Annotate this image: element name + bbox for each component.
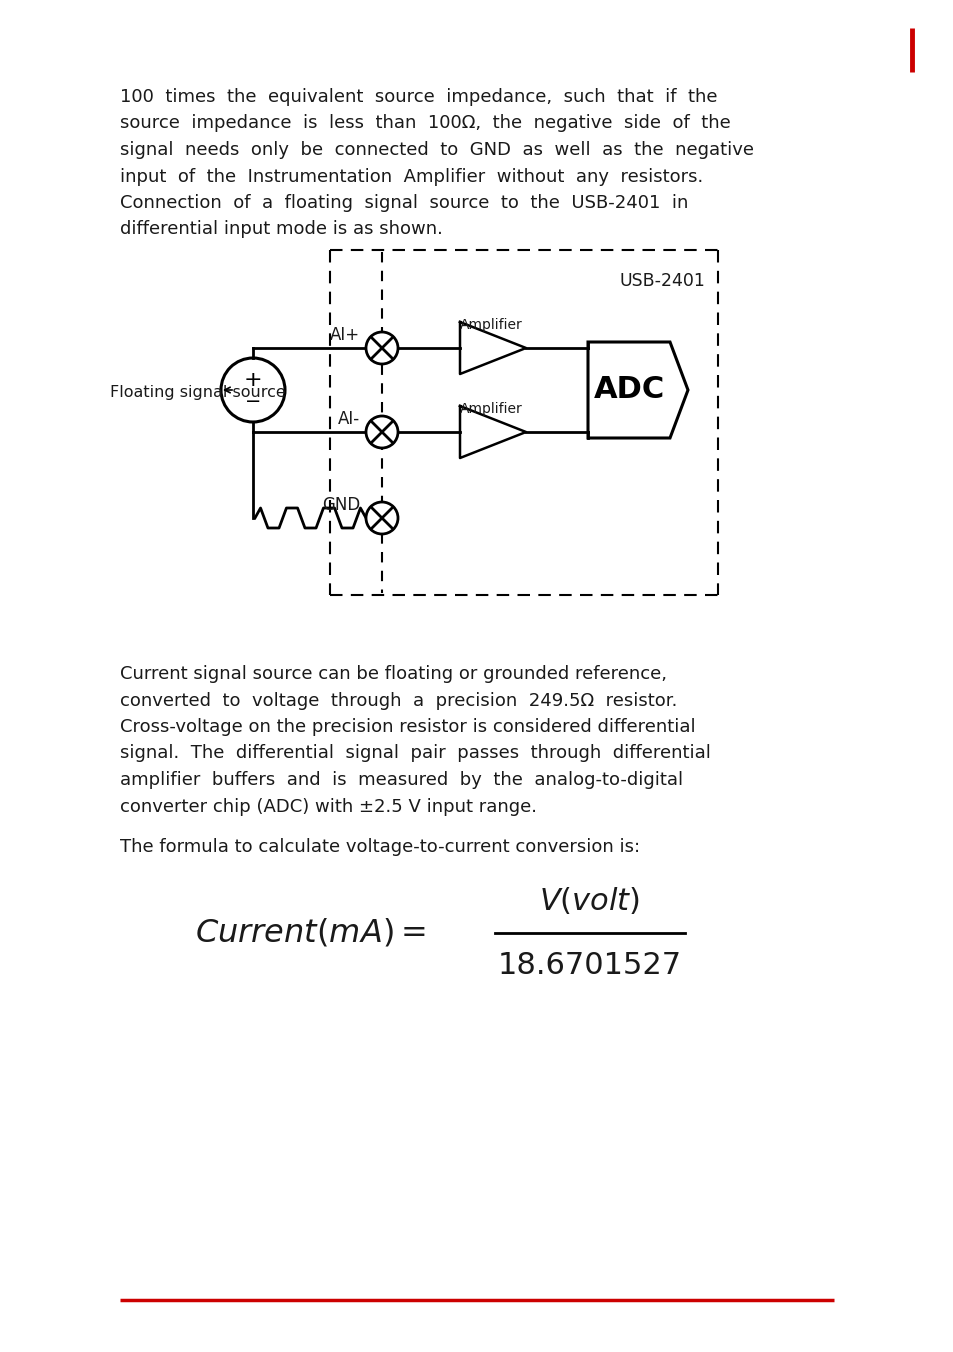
Text: GND: GND xyxy=(321,496,359,514)
Text: source  impedance  is  less  than  100Ω,  the  negative  side  of  the: source impedance is less than 100Ω, the … xyxy=(120,115,730,132)
Text: USB-2401: USB-2401 xyxy=(618,272,704,289)
Circle shape xyxy=(366,333,397,364)
Text: Amplifier: Amplifier xyxy=(459,402,522,416)
Text: converter chip (ADC) with ±2.5 V input range.: converter chip (ADC) with ±2.5 V input r… xyxy=(120,798,537,815)
Text: 100  times  the  equivalent  source  impedance,  such  that  if  the: 100 times the equivalent source impedanc… xyxy=(120,88,717,105)
Text: $\mathit{Current(mA)}=$: $\mathit{Current(mA)}=$ xyxy=(194,917,426,949)
Text: amplifier  buffers  and  is  measured  by  the  analog-to-digital: amplifier buffers and is measured by the… xyxy=(120,771,682,790)
Text: Cross-voltage on the precision resistor is considered differential: Cross-voltage on the precision resistor … xyxy=(120,718,695,735)
Text: Amplifier: Amplifier xyxy=(459,318,522,333)
Text: +: + xyxy=(243,370,262,389)
Text: Current signal source can be floating or grounded reference,: Current signal source can be floating or… xyxy=(120,665,666,683)
Circle shape xyxy=(366,502,397,534)
Text: −: − xyxy=(245,392,261,411)
Text: input  of  the  Instrumentation  Amplifier  without  any  resistors.: input of the Instrumentation Amplifier w… xyxy=(120,168,702,185)
Text: AI-: AI- xyxy=(337,410,359,429)
Circle shape xyxy=(366,416,397,448)
Text: $\mathit{V(volt)}$: $\mathit{V(volt)}$ xyxy=(538,886,639,917)
Text: signal  needs  only  be  connected  to  GND  as  well  as  the  negative: signal needs only be connected to GND as… xyxy=(120,141,753,160)
Text: signal.  The  differential  signal  pair  passes  through  differential: signal. The differential signal pair pas… xyxy=(120,745,710,763)
Text: differential input mode is as shown.: differential input mode is as shown. xyxy=(120,220,442,238)
Text: converted  to  voltage  through  a  precision  249.5Ω  resistor.: converted to voltage through a precision… xyxy=(120,691,677,710)
Text: ADC: ADC xyxy=(593,376,664,404)
Text: 18.6701527: 18.6701527 xyxy=(497,950,681,979)
Text: The formula to calculate voltage-to-current conversion is:: The formula to calculate voltage-to-curr… xyxy=(120,838,639,856)
Text: AI+: AI+ xyxy=(330,326,359,343)
Text: Connection  of  a  floating  signal  source  to  the  USB-2401  in: Connection of a floating signal source t… xyxy=(120,193,688,212)
Text: Floating signal source: Floating signal source xyxy=(110,385,286,400)
